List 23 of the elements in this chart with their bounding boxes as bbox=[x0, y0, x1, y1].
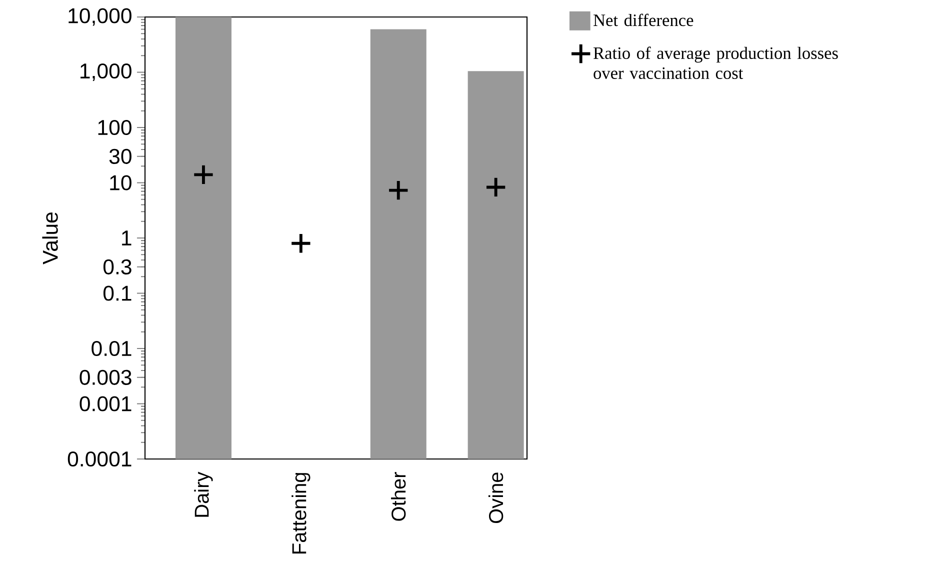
legend-label: Net difference bbox=[594, 14, 694, 26]
point bbox=[388, 180, 410, 202]
y-tick-label: 0.1 bbox=[103, 286, 132, 301]
point bbox=[290, 232, 312, 254]
y-tick-label: 0.003 bbox=[80, 370, 132, 385]
y-tick-label: 10 bbox=[110, 175, 132, 190]
y-tick-label: 30 bbox=[109, 148, 132, 164]
y-tick-label: 1 bbox=[122, 230, 132, 246]
legend-label: Ratio of average production losses over vaccination cost bbox=[594, 46, 838, 80]
y-tick-label: 0.3 bbox=[103, 259, 132, 274]
point bbox=[192, 164, 214, 186]
y-axis-title: Value bbox=[42, 212, 58, 264]
y-tick-label: 1,000 bbox=[80, 63, 132, 82]
x-tick-label: Ovine bbox=[488, 472, 504, 524]
y-tick-label: 0.0001 bbox=[68, 451, 132, 467]
point bbox=[485, 176, 507, 198]
x-tick-label: Dairy bbox=[194, 472, 213, 517]
y-tick-label: 0.01 bbox=[92, 340, 132, 356]
y-tick-label: 100 bbox=[98, 120, 132, 136]
x-tick-label: Fattening bbox=[292, 473, 310, 554]
y-tick-label: 10,000 bbox=[68, 8, 132, 26]
x-tick-label: Other bbox=[391, 472, 406, 521]
y-tick-label: 0.001 bbox=[80, 396, 132, 412]
